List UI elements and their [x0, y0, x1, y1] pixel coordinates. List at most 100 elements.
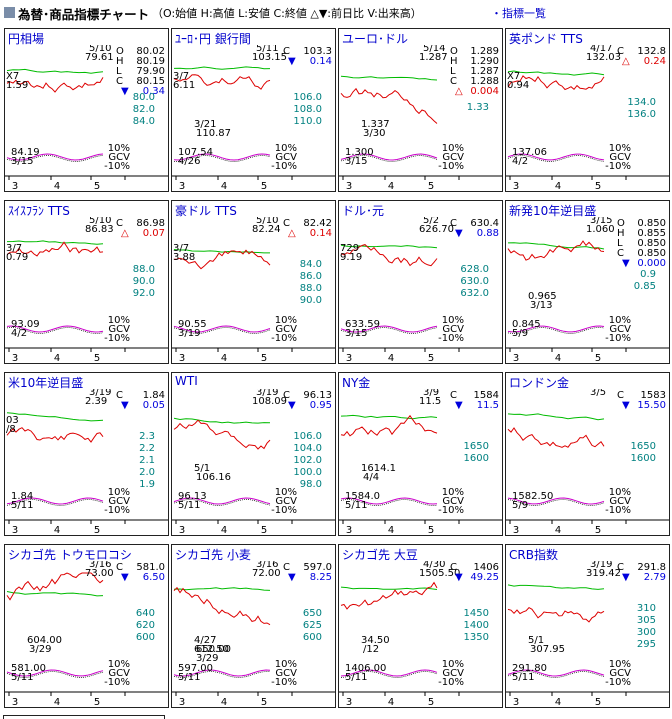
price-line	[173, 586, 271, 626]
chart-card[interactable]: 円相場 3 4 5 5/10 79.61 84.19 3/15 O 80.02 H 80.19 L 79.…	[4, 28, 169, 192]
oscillator-baseline	[173, 499, 271, 506]
chart-title-link[interactable]: ドル･元	[342, 204, 385, 218]
chart-title-link[interactable]: シカゴ先 大豆	[342, 548, 418, 562]
moving-average-line	[6, 68, 104, 74]
high-date-label: 5/2	[423, 217, 439, 226]
chart-card[interactable]: ﾕｰﾛ･円 銀行間 3 4 5 5/11 103.15 107.54 4/26 C 103.3 ▼ 0…	[171, 28, 336, 192]
ohlc-key: C	[450, 562, 457, 573]
chart-title-link[interactable]: ﾕｰﾛ･円 銀行間	[175, 32, 251, 46]
chart-title-link[interactable]: 英ポンド TTS	[509, 32, 583, 46]
ohlc-value: 0.850	[637, 238, 666, 249]
chart-title-link[interactable]: シカゴ先 小麦	[175, 548, 251, 562]
x-tick-label: 5	[428, 353, 434, 363]
y-tick-label: 2.2	[139, 443, 155, 454]
ohlc-value: 1.288	[470, 76, 499, 87]
oscillator-line	[340, 497, 438, 505]
osc-axis-label: GCV	[275, 152, 297, 163]
y-tick-label: 1350	[464, 632, 489, 643]
chart-card[interactable]: 豪ドル TTS 3 4 5 5/10 82.24 90.55 3/19 C 82.42 △ 0.14 8…	[171, 200, 336, 364]
chart-card[interactable]: CRB指数 3 4 5 3/19 319.42 291.80 5/11 C 291.8 ▼ 2.79 3…	[505, 544, 670, 708]
osc-axis-label: 10%	[609, 143, 631, 154]
ohlc-key: C	[283, 218, 290, 229]
y-tick-label: 628.0	[460, 264, 489, 275]
osc-axis-label: -10%	[605, 161, 631, 172]
chart-title-link[interactable]: WTI	[175, 374, 198, 388]
up-triangle-icon: △	[622, 56, 630, 67]
annotation-label: 34.50	[361, 635, 390, 646]
chart-card[interactable]: 新発10年逆目盛 3 4 5 3/15 1.060 0.845 5/9 O 0.850 H 0.855…	[505, 200, 670, 364]
chart-card[interactable]: WTI 3 4 5 3/19 108.09 96.13 5/11 C 96.13 ▼ 0.95 106.…	[171, 372, 336, 536]
oscillator-baseline	[507, 327, 605, 334]
page-header: 為替･商品指標チャート （O:始値 H:高値 L:安値 C:終値 △▼:前日比 …	[0, 0, 672, 24]
low-value-label: 291.80	[512, 663, 547, 674]
change-value: 0.95	[310, 400, 332, 411]
x-tick-label: 3	[179, 353, 185, 363]
chart-title-link[interactable]: 新発10年逆目盛	[509, 204, 597, 218]
chart-card[interactable]: シカゴ先 大豆 3 4 5 4/30 1505.50 1406.00 5/11 C 1406 ▼ 49…	[338, 544, 503, 708]
oscillator-baseline	[6, 499, 104, 506]
left-tag-label: 3/7	[173, 71, 189, 82]
oscillator-baseline	[507, 155, 605, 162]
chart-card[interactable]: ユーロ･ドル 3 4 5 5/14 1.287 1.300 3/15 O 1.289 H 1.290 L…	[338, 28, 503, 192]
chart-card[interactable]: ドル･元 3 4 5 5/2 626.70 633.59 3/15 C 630.4 ▼ 0.88 628…	[338, 200, 503, 364]
x-tick-label: 5	[94, 525, 100, 535]
osc-axis-label: 10%	[275, 487, 297, 498]
x-tick-label: 3	[179, 525, 185, 535]
chart-card[interactable]: シカゴ先 トウモロコシ 3 4 5 3/16 73.00 581.00 5/11 C 581.0 ▼…	[4, 544, 169, 708]
y-tick-label: 98.0	[300, 479, 322, 490]
x-tick-label: 5	[261, 353, 267, 363]
osc-axis-label: GCV	[275, 496, 297, 507]
chart-card[interactable]: シカゴ先 小麦 3 4 5 3/16 72.00 597.00 5/11 C 597.0 ▼ 8.25…	[171, 544, 336, 708]
x-tick-label: 5	[595, 181, 601, 191]
osc-axis-label: 10%	[442, 315, 464, 326]
chart-title-link[interactable]: ロンドン金	[509, 376, 570, 390]
high-value-label: 1.287	[419, 52, 448, 63]
ohlc-key: C	[450, 390, 457, 401]
high-date-label: 3/19	[590, 561, 612, 570]
chart-card[interactable]: NY金 3 4 5 3/9 11.5 1584.0 5/11 C 1584 ▼ 11.5 1650 160…	[338, 372, 503, 536]
annotation-label: 307.95	[530, 644, 565, 655]
chart-title-link[interactable]: NY金	[342, 376, 371, 390]
change-value: 0.24	[644, 56, 666, 67]
chart-title-link[interactable]: 豪ドル TTS	[175, 204, 237, 218]
chart-title-link[interactable]: 円相場	[8, 32, 45, 46]
annotation-label: 5/1	[528, 635, 544, 646]
ohlc-value: 103.3	[303, 46, 332, 57]
high-value-label: 11.5	[419, 396, 441, 407]
ohlc-value: 80.15	[136, 76, 165, 87]
chart-title-link[interactable]: シカゴ先 トウモロコシ	[8, 548, 132, 562]
ohlc-key: O	[617, 218, 625, 229]
x-tick-label: 4	[555, 697, 561, 707]
y-tick-label: 82.0	[133, 104, 155, 115]
ohlc-value: 1.287	[470, 66, 499, 77]
high-value-label: 1505.50	[419, 568, 460, 579]
x-tick-label: 4	[54, 181, 60, 191]
change-value: 11.5	[477, 400, 499, 411]
ohlc-value: 291.8	[637, 562, 666, 573]
chart-card[interactable]: ロンドン金 3 4 5 3/5 1582.50 5/9 C 1583 ▼ 15.50 1650 1600…	[505, 372, 670, 536]
chart-title-link[interactable]: ｽｲｽﾌﾗﾝ TTS	[8, 204, 70, 218]
down-triangle-icon: ▼	[288, 572, 296, 583]
chart-title-link[interactable]: ユーロ･ドル	[342, 32, 409, 46]
chart-title-link[interactable]: CRB指数	[509, 548, 558, 562]
y-tick-label: 2.0	[139, 467, 155, 478]
left-tag-label: 0.79	[6, 252, 28, 263]
osc-axis-label: 10%	[609, 487, 631, 498]
x-tick-label: 5	[428, 181, 434, 191]
x-tick-label: 5	[261, 181, 267, 191]
oscillator-line	[173, 497, 271, 505]
chart-card[interactable]: 米10年逆目盛 3 4 5 3/19 2.39 1.84 5/11 C 1.84 ▼ 0.05 2.3 2…	[4, 372, 169, 536]
ohlc-key: C	[617, 390, 624, 401]
chart-card[interactable]: ｽｲｽﾌﾗﾝ TTS 3 4 5 5/10 86.83 93.09 4/2 C 86.98 △ 0.0…	[4, 200, 169, 364]
oscillator-baseline	[173, 671, 271, 678]
annotation-label: 3/30	[363, 128, 385, 139]
chart-title-link[interactable]: 米10年逆目盛	[8, 376, 84, 390]
left-tag-label: X7	[507, 71, 520, 82]
chart-card[interactable]: 英ポンド TTS 3 4 5 4/17 132.03 137.06 4/2 C 132.8 △ 0.2…	[505, 28, 670, 192]
x-tick-label: 4	[555, 353, 561, 363]
index-list-link[interactable]: ・指標一覧	[491, 5, 546, 21]
change-value: 0.000	[637, 258, 666, 269]
price-line	[6, 427, 104, 443]
moving-average-line	[173, 249, 270, 254]
